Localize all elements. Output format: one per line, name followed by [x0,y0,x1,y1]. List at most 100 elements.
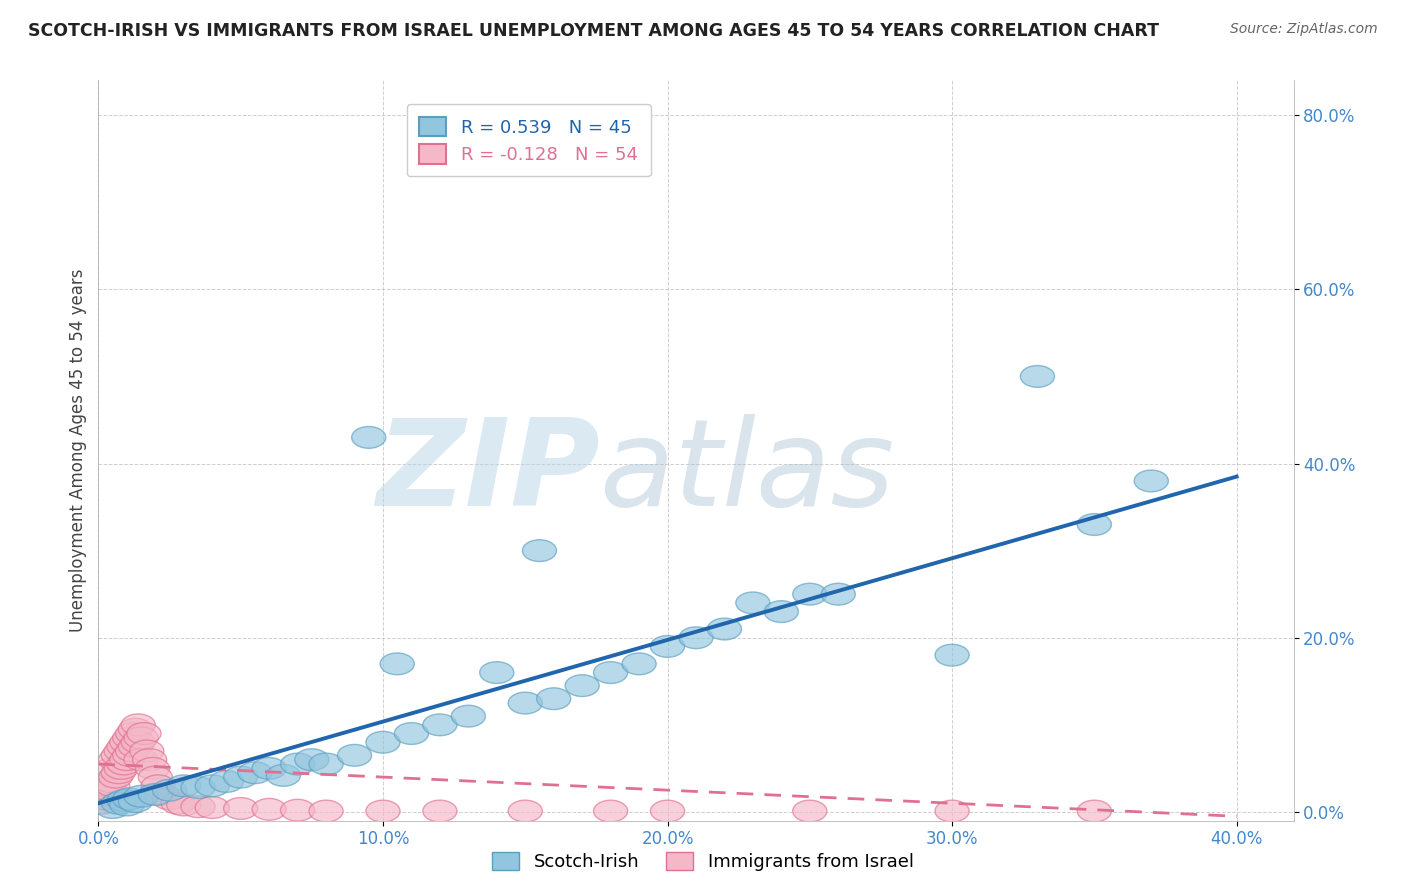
Ellipse shape [281,799,315,821]
Ellipse shape [1021,366,1054,387]
Ellipse shape [98,748,132,771]
Ellipse shape [935,644,969,666]
Ellipse shape [118,736,152,757]
Ellipse shape [124,748,159,771]
Ellipse shape [104,740,138,762]
Ellipse shape [252,757,287,780]
Ellipse shape [765,600,799,623]
Ellipse shape [138,766,173,788]
Ellipse shape [508,692,543,714]
Ellipse shape [104,757,138,780]
Ellipse shape [266,764,301,786]
Ellipse shape [87,788,121,810]
Ellipse shape [707,618,741,640]
Ellipse shape [132,748,167,771]
Ellipse shape [124,785,159,807]
Ellipse shape [309,753,343,775]
Ellipse shape [124,727,159,748]
Ellipse shape [118,718,152,740]
Ellipse shape [821,583,855,605]
Ellipse shape [195,775,229,797]
Text: atlas: atlas [600,414,896,531]
Ellipse shape [224,766,257,788]
Ellipse shape [479,662,513,683]
Ellipse shape [90,784,124,805]
Ellipse shape [152,788,187,810]
Ellipse shape [793,800,827,822]
Ellipse shape [679,627,713,648]
Ellipse shape [93,780,127,801]
Ellipse shape [621,653,657,674]
Ellipse shape [209,771,243,792]
Ellipse shape [115,723,149,745]
Ellipse shape [107,736,141,757]
Ellipse shape [423,800,457,822]
Ellipse shape [309,800,343,822]
Ellipse shape [93,771,127,792]
Ellipse shape [523,540,557,562]
Ellipse shape [143,784,179,805]
Ellipse shape [98,766,132,788]
Ellipse shape [162,792,195,814]
Ellipse shape [195,797,229,819]
Ellipse shape [121,714,155,736]
Ellipse shape [167,794,201,816]
Ellipse shape [238,762,271,784]
Ellipse shape [84,784,118,805]
Legend: Scotch-Irish, Immigrants from Israel: Scotch-Irish, Immigrants from Israel [485,845,921,879]
Ellipse shape [366,800,401,822]
Ellipse shape [112,745,146,766]
Ellipse shape [110,794,143,816]
Ellipse shape [508,800,543,822]
Ellipse shape [281,753,315,775]
Y-axis label: Unemployment Among Ages 45 to 54 years: Unemployment Among Ages 45 to 54 years [69,268,87,632]
Text: SCOTCH-IRISH VS IMMIGRANTS FROM ISRAEL UNEMPLOYMENT AMONG AGES 45 TO 54 YEARS CO: SCOTCH-IRISH VS IMMIGRANTS FROM ISRAEL U… [28,22,1159,40]
Ellipse shape [224,797,257,820]
Ellipse shape [1077,514,1111,535]
Ellipse shape [935,800,969,822]
Ellipse shape [394,723,429,745]
Ellipse shape [110,731,143,753]
Ellipse shape [96,797,129,819]
Ellipse shape [135,757,170,780]
Ellipse shape [96,757,129,780]
Ellipse shape [152,780,187,801]
Ellipse shape [1077,800,1111,822]
Ellipse shape [593,800,627,822]
Ellipse shape [87,780,121,801]
Ellipse shape [129,740,165,762]
Ellipse shape [181,777,215,798]
Ellipse shape [101,762,135,784]
Ellipse shape [96,775,129,797]
Ellipse shape [84,792,118,814]
Ellipse shape [380,653,415,674]
Ellipse shape [127,723,162,745]
Ellipse shape [118,790,152,813]
Ellipse shape [793,583,827,605]
Ellipse shape [112,788,146,810]
Ellipse shape [141,775,176,797]
Ellipse shape [565,674,599,697]
Ellipse shape [352,426,385,449]
Ellipse shape [1135,470,1168,491]
Ellipse shape [112,727,146,748]
Ellipse shape [252,798,287,821]
Ellipse shape [90,775,124,797]
Ellipse shape [121,731,155,753]
Text: ZIP: ZIP [377,414,600,531]
Ellipse shape [337,745,371,766]
Ellipse shape [423,714,457,736]
Ellipse shape [181,796,215,818]
Ellipse shape [110,748,143,771]
Text: Source: ZipAtlas.com: Source: ZipAtlas.com [1230,22,1378,37]
Ellipse shape [107,753,141,775]
Ellipse shape [735,592,770,614]
Ellipse shape [101,792,135,814]
Legend: R = 0.539   N = 45, R = -0.128   N = 54: R = 0.539 N = 45, R = -0.128 N = 54 [406,104,651,177]
Ellipse shape [593,662,627,683]
Ellipse shape [451,706,485,727]
Ellipse shape [537,688,571,710]
Ellipse shape [138,784,173,805]
Ellipse shape [115,740,149,762]
Ellipse shape [651,800,685,822]
